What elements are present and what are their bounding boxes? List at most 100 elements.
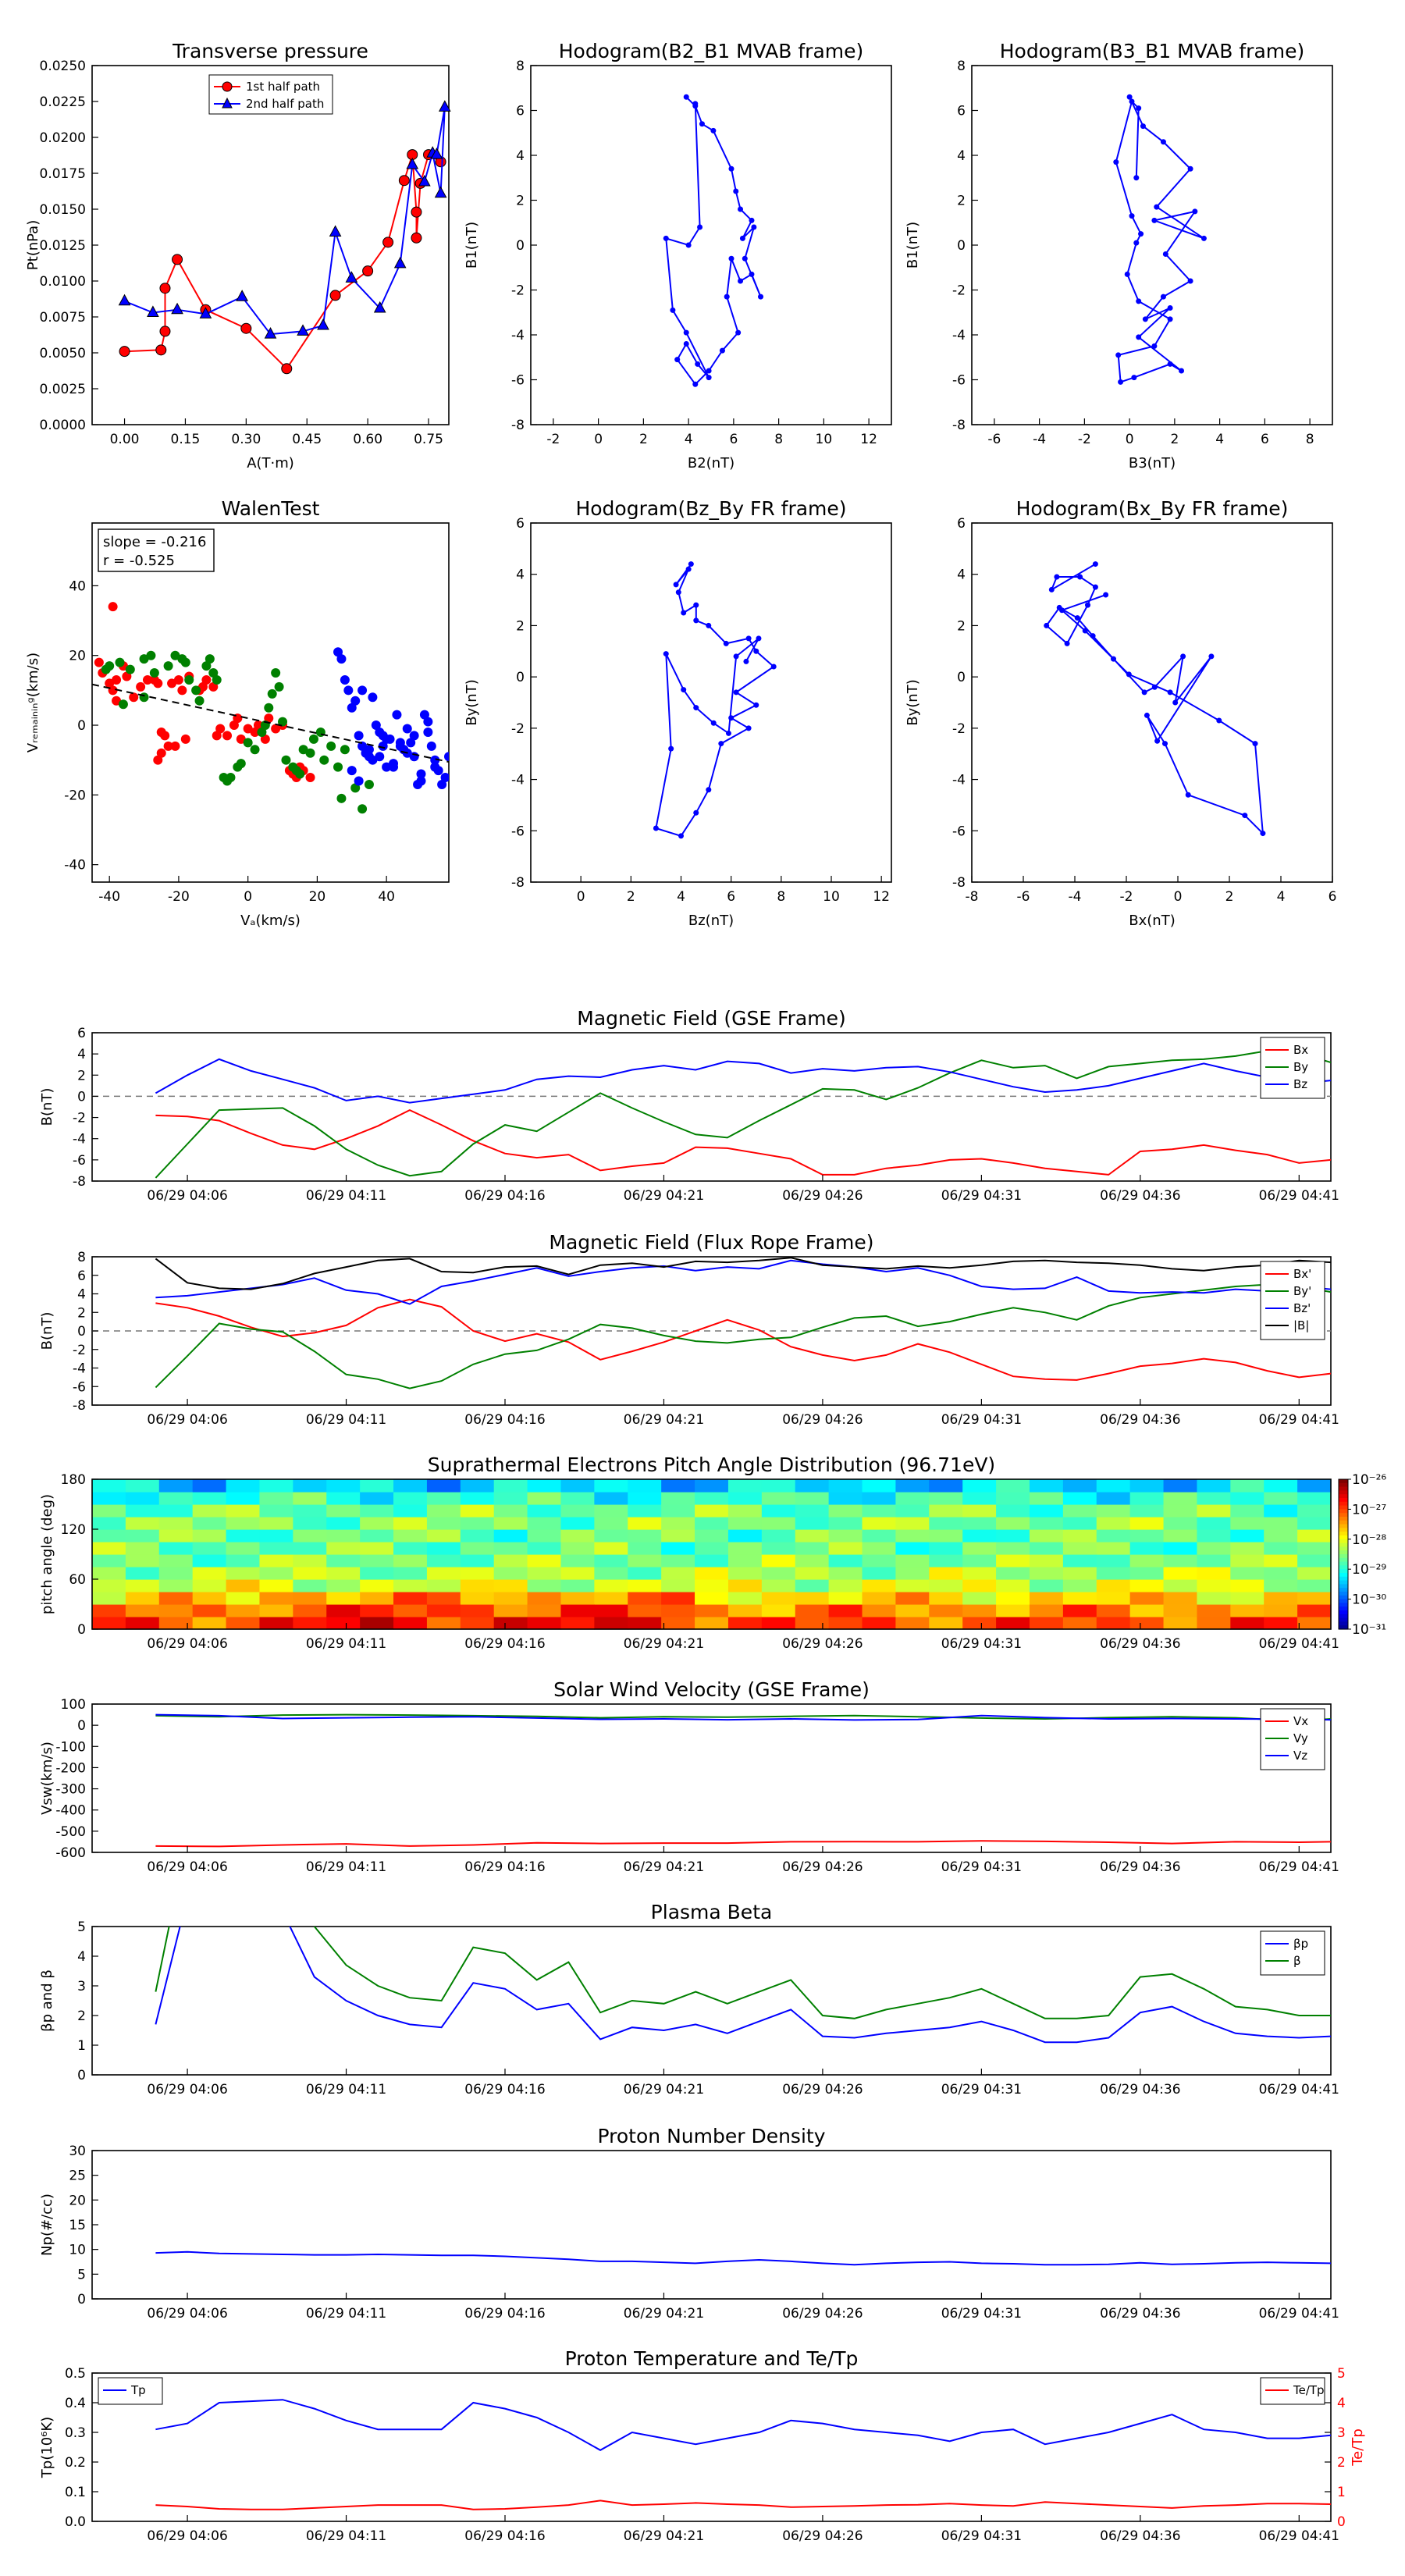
pad-colorbar-frame — [1338, 1478, 1349, 1630]
walen-point-blue — [382, 762, 392, 772]
hodo4-path-point — [1048, 586, 1055, 592]
pad-cell — [360, 1592, 394, 1605]
bgse-ytick-label: -2 — [73, 1111, 86, 1126]
np-time-tick-label: 06/29 04:11 — [306, 2306, 386, 2322]
bfr-time-tick-label: 06/29 04:16 — [464, 1412, 545, 1428]
pt-point-triangle — [434, 186, 447, 198]
pad-cell — [560, 1517, 595, 1530]
pad-cell — [761, 1529, 796, 1542]
walen-point-green — [105, 661, 115, 671]
pad-cell — [628, 1592, 662, 1605]
hodo4-path-point — [1154, 738, 1161, 744]
hodo3-axes-frame — [530, 522, 892, 883]
hodo3-xtick-label: 6 — [727, 889, 735, 905]
hodo4-path-point — [1144, 712, 1150, 718]
pad-cell — [828, 1529, 863, 1542]
np-ytick-label: 5 — [77, 2267, 86, 2282]
tp-ytick-label: 1 — [1337, 2485, 1346, 2500]
pad-cell — [1096, 1617, 1131, 1630]
pad-cell — [226, 1479, 261, 1493]
pad-cell — [1230, 1567, 1264, 1580]
hodo1-path-point — [685, 242, 692, 248]
hodo1-xtick-label: -2 — [546, 432, 560, 447]
pad-cell — [996, 1529, 1030, 1542]
hodo4-path-point — [1172, 699, 1179, 706]
bfr-time-tick-label: 06/29 04:26 — [782, 1412, 863, 1428]
pad-cell — [393, 1517, 428, 1530]
pad-cell — [426, 1567, 461, 1580]
hodo4-xtick-label: -4 — [1069, 889, 1082, 905]
pad-cell — [862, 1592, 897, 1605]
hodo3-path-point — [693, 602, 699, 608]
pad-cell — [727, 1504, 763, 1517]
walen-point-green — [184, 674, 194, 685]
pad-cell — [1029, 1504, 1064, 1517]
pad-cell — [527, 1554, 562, 1567]
pad-cell — [259, 1517, 293, 1530]
pad-cell — [1230, 1554, 1264, 1567]
pad-cell — [259, 1617, 293, 1630]
pad-cell — [493, 1504, 528, 1517]
walen-xtick-label: 0 — [244, 889, 252, 905]
pad-time-tick-label: 06/29 04:11 — [306, 1636, 386, 1652]
pad-cell — [1297, 1504, 1332, 1517]
bfr-time-tick-label: 06/29 04:31 — [941, 1412, 1022, 1428]
pad-colorbar-segment — [1339, 1486, 1348, 1491]
pt-point-triangle — [317, 318, 329, 330]
vsw-time-tick-label: 06/29 04:26 — [782, 1859, 863, 1875]
pad-cell — [1264, 1617, 1298, 1630]
pad-cell — [962, 1592, 997, 1605]
hodo1-title: Hodogram(B2_B1 MVAB frame) — [559, 40, 864, 62]
hodo1-path-point — [683, 329, 689, 336]
walen-point-red — [208, 681, 219, 692]
walen-point-blue — [423, 727, 433, 737]
hodo1-path-point — [663, 235, 669, 241]
pt-legend-label: 1st half path — [246, 80, 320, 94]
bgse-ytick-label: 2 — [77, 1068, 86, 1083]
hodo4-xtick-label: -8 — [966, 889, 979, 905]
bgse-time-tick-label: 06/29 04:36 — [1100, 1188, 1180, 1204]
pad-cell — [1096, 1504, 1131, 1517]
pad-cell — [158, 1517, 194, 1530]
pad-cell — [158, 1617, 194, 1630]
bgse-title: Magnetic Field (GSE Frame) — [577, 1007, 845, 1030]
pt-point-circle — [411, 232, 422, 244]
pad-cell — [1163, 1529, 1198, 1542]
np-ytick-label: 15 — [69, 2218, 86, 2233]
pad-cell — [628, 1529, 662, 1542]
walen-point-red — [215, 724, 226, 734]
pad-cell — [761, 1592, 796, 1605]
hodo3-path-point — [681, 610, 687, 616]
walen-point-green — [357, 804, 368, 814]
pad-cell — [828, 1492, 863, 1505]
pad-cell — [493, 1492, 528, 1505]
beta-legend-label: β — [1293, 1954, 1301, 1968]
pad-cell — [1029, 1554, 1064, 1567]
hodo4-ytick-label: -4 — [952, 773, 966, 788]
pad-colorbar-segment — [1339, 1617, 1348, 1622]
pad-cell — [360, 1554, 394, 1567]
pad-cell — [192, 1504, 227, 1517]
pad-colorbar-label: 10⁻²⁷ — [1352, 1502, 1386, 1517]
hodo2-path-point — [1200, 235, 1207, 241]
pad-cell — [628, 1617, 662, 1630]
pad-colorbar-label: 10⁻²⁶ — [1352, 1472, 1386, 1488]
pad-cell — [326, 1604, 361, 1617]
pad-cell — [326, 1479, 361, 1493]
walen-point-red — [305, 773, 315, 783]
pad-cell — [226, 1542, 261, 1555]
pad-cell — [1029, 1592, 1064, 1605]
pad-cell — [259, 1492, 293, 1505]
hodo3-path-point — [678, 833, 684, 839]
pad-cell — [426, 1517, 461, 1530]
tp-ytick-label: 0.4 — [65, 2396, 86, 2411]
pad-colorbar-segment — [1339, 1599, 1348, 1603]
walen-point-red — [260, 734, 270, 744]
walen-point-blue — [430, 762, 440, 772]
pad-cell — [795, 1617, 830, 1630]
hodo4-xtick-label: 2 — [1225, 889, 1234, 905]
pad-cell — [761, 1517, 796, 1530]
hodo3-xtick-label: 2 — [627, 889, 635, 905]
hodo1-path-point — [728, 165, 735, 172]
pt-point-circle — [411, 206, 422, 218]
